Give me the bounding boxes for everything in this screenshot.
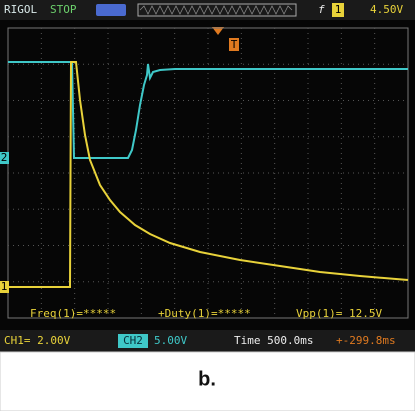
- measurement: +Duty(1)=*****: [158, 307, 251, 320]
- run-status: STOP: [50, 3, 77, 16]
- page: RIGOL STOP f 1 4.50V T 2 1 Freq(1)=*****…: [0, 0, 415, 411]
- trigger-pos: T: [231, 38, 238, 51]
- ch1-marker: 1: [1, 280, 8, 293]
- screen-bg: [0, 0, 415, 352]
- ch2-label: CH2: [123, 334, 143, 347]
- ch2-scale: 5.00V: [154, 334, 187, 347]
- timebase: Time 500.0ms: [234, 334, 313, 347]
- time-offset: +-299.8ms: [336, 334, 396, 347]
- measurement: Vpp(1)= 12.5V: [296, 307, 382, 320]
- scope-screen: RIGOL STOP f 1 4.50V T 2 1 Freq(1)=*****…: [0, 0, 415, 411]
- caption: b.: [198, 368, 216, 390]
- trigger-edge: f: [318, 3, 325, 16]
- memory-icon: [96, 4, 126, 16]
- trigger-level: 4.50V: [370, 3, 403, 16]
- measurement: Freq(1)=*****: [30, 307, 116, 320]
- brand: RIGOL: [4, 3, 37, 16]
- ch1-scale: CH1= 2.00V: [4, 334, 71, 347]
- trigger-channel: 1: [335, 3, 342, 16]
- ch2-marker: 2: [1, 151, 8, 164]
